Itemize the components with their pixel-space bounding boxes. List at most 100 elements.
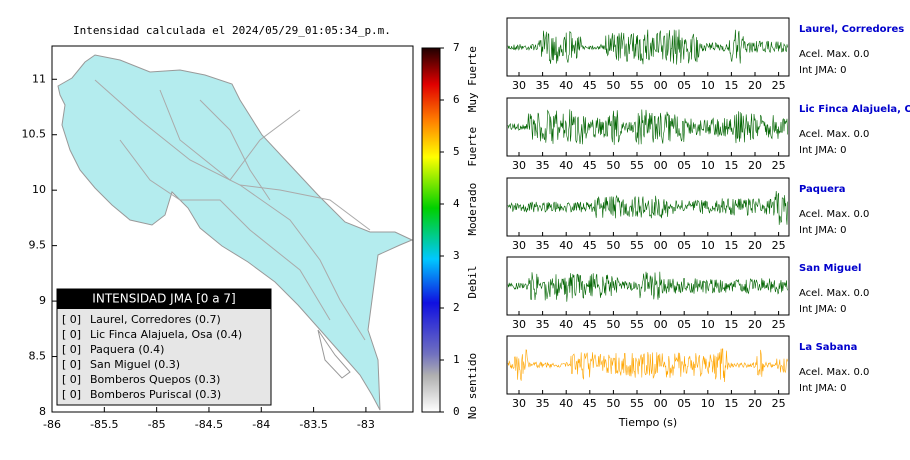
waveform-tick-label: 20 [748,397,762,410]
waveform-tick-label: 05 [677,397,691,410]
waveform-tick-label: 25 [772,318,786,331]
waveform-tick-label: 15 [724,79,738,92]
station-acel: Acel. Max. 0.0 [799,129,869,140]
station-acel: Acel. Max. 0.0 [799,49,869,60]
waveform-tick-label: 25 [772,79,786,92]
waveform-tick-label: 35 [536,318,550,331]
waveform-tick-label: 30 [512,239,526,252]
waveform-tick-label: 00 [654,79,668,92]
map-title: Intensidad calculada el 2024/05/29_01:05… [73,24,391,37]
legend-intensity: [ 0] [62,388,81,401]
waveform-tick-label: 40 [559,159,573,172]
colorbar-tick-label: 5 [453,145,460,158]
station-acel: Acel. Max. 0.0 [799,288,869,299]
waveform-frame [506,97,790,157]
colorbar-category: Muy Fuerte [466,46,479,112]
waveform-tick-label: 00 [654,318,668,331]
waveform-tick-label: 50 [606,318,620,331]
legend-title: INTENSIDAD JMA [0 a 7] [92,292,235,306]
waveform-tick-label: 50 [606,397,620,410]
y-tick-label: 8 [39,405,46,418]
y-tick-label: 10 [32,183,46,196]
waveform-tick-label: 35 [536,159,550,172]
waveform [507,348,788,383]
x-tick-label: -86 [43,418,61,431]
waveform-tick-label: 20 [748,318,762,331]
waveform-tick-label: 40 [559,79,573,92]
colorbar-tick-label: 6 [453,93,460,106]
waveform [507,271,788,302]
legend: INTENSIDAD JMA [0 a 7] [56,288,272,406]
legend-intensity: [ 0] [62,328,81,341]
station-jma: Int JMA: 0 [799,304,847,315]
x-tick-label: -85 [148,418,166,431]
waveform-tick-label: 15 [724,397,738,410]
waveform-xlabel: Tiempo (s) [618,416,677,429]
colorbar-tick-label: 1 [453,353,460,366]
waveform-tick-label: 25 [772,239,786,252]
y-tick-label: 9.5 [29,239,47,252]
station-name: La Sabana [799,342,857,353]
waveform-tick-label: 10 [701,159,715,172]
colorbar-tick-label: 7 [453,41,460,54]
waveform-tick-label: 30 [512,159,526,172]
waveform-frame [506,256,790,316]
colorbar-category: Moderado [466,183,479,236]
waveform-tick-label: 55 [630,159,644,172]
waveform [507,190,788,225]
waveform-tick-label: 10 [701,239,715,252]
legend-station: Lic Finca Alajuela, Osa (0.4) [90,328,242,341]
waveform-tick-label: 55 [630,318,644,331]
legend-station: Paquera (0.4) [90,343,164,356]
x-tick-label: -83.5 [299,418,327,431]
waveform-tick-label: 50 [606,159,620,172]
colorbar-category: No sentido [466,353,479,419]
waveform-tick-label: 00 [654,239,668,252]
waveform-tick-label: 45 [583,239,597,252]
waveform-frame [506,335,790,395]
waveform-tick-label: 05 [677,239,691,252]
waveform-tick-label: 20 [748,79,762,92]
colorbar [421,47,441,413]
waveform-tick-label: 45 [583,318,597,331]
colorbar-category: Debil [466,265,479,298]
station-jma: Int JMA: 0 [799,383,847,394]
waveform-tick-label: 10 [701,318,715,331]
waveform-tick-label: 45 [583,79,597,92]
colorbar-tick-label: 3 [453,249,460,262]
legend-station: Bomberos Puriscal (0.3) [90,388,221,401]
waveform-tick-label: 55 [630,397,644,410]
x-tick-label: -84.5 [195,418,223,431]
map-frame [51,45,414,413]
x-tick-label: -83 [357,418,375,431]
colorbar-tick-label: 4 [453,197,460,210]
waveform-tick-label: 05 [677,79,691,92]
legend-intensity: [ 0] [62,373,81,386]
waveform-tick-label: 30 [512,397,526,410]
waveform-tick-label: 00 [654,397,668,410]
waveform-tick-label: 45 [583,397,597,410]
waveform-tick-label: 15 [724,159,738,172]
waveform-tick-label: 15 [724,318,738,331]
waveform-tick-label: 25 [772,159,786,172]
costa-rica [57,54,413,411]
station-acel: Acel. Max. 0.0 [799,209,869,220]
waveform-tick-label: 25 [772,397,786,410]
station-acel: Acel. Max. 0.0 [799,367,869,378]
y-tick-label: 11 [32,72,46,85]
waveform [507,29,788,65]
waveform-tick-label: 55 [630,79,644,92]
waveform-tick-label: 50 [606,79,620,92]
waveform-tick-label: 40 [559,239,573,252]
y-tick-label: 10.5 [22,128,47,141]
waveform-tick-label: 10 [701,79,715,92]
station-jma: Int JMA: 0 [799,65,847,76]
waveform-tick-label: 40 [559,397,573,410]
waveform-tick-label: 20 [748,159,762,172]
legend-station: San Miguel (0.3) [90,358,180,371]
station-name: San Miguel [799,263,861,274]
colorbar-category: Fuerte [466,127,479,167]
station-name: Laurel, Corredores [799,24,904,35]
waveform-tick-label: 55 [630,239,644,252]
